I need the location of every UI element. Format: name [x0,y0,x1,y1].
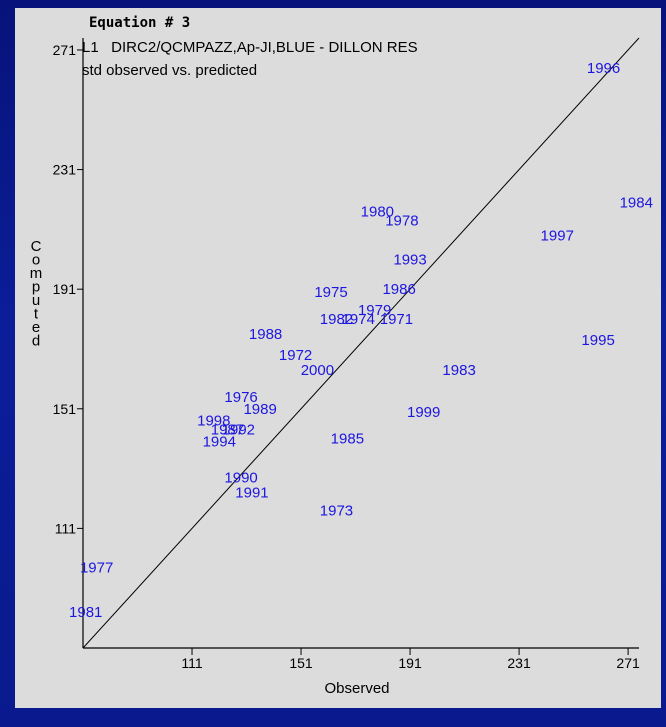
data-point-label: 1982 [320,311,353,328]
data-point-label: 1978 [385,212,418,229]
chart-title: Equation # 3 [89,15,190,31]
y-axis-label-letter: o [32,252,40,269]
y-axis-label-letter: m [30,265,43,282]
data-point-label: 1989 [243,401,276,418]
data-point-label: 1993 [393,251,426,268]
x-tick-label: 271 [616,655,640,671]
data-point-label: 1988 [249,326,282,343]
data-point-label: 2000 [301,362,334,379]
data-point-label: 1976 [224,389,257,406]
data-point-label: 1996 [587,60,620,77]
y-axis-label-letter: t [34,306,39,323]
y-tick-label: 231 [53,162,77,178]
data-point-label: 1990 [224,470,257,487]
y-tick-label: 151 [53,401,77,417]
chart-panel: Equation # 3 L1 DIRC2/QCMPAZZ,Ap-JI,BLUE… [15,8,661,708]
data-point-label: 1987 [211,422,244,439]
y-tick-label: 191 [53,281,77,297]
data-point-label: 1999 [407,404,440,421]
data-point-label: 1975 [314,284,347,301]
x-tick-label: 231 [507,655,531,671]
x-axis-label: Observed [324,680,389,697]
y-axis-label-letter: e [32,319,40,336]
data-point-label: 1972 [279,347,312,364]
scatter-chart: Equation # 3 L1 DIRC2/QCMPAZZ,Ap-JI,BLUE… [30,15,653,697]
data-point-label: 1985 [331,431,364,448]
data-point-label: 1991 [235,485,268,502]
data-point-label: 1973 [320,502,353,519]
data-point-label: 1983 [442,362,475,379]
y-tick-label: 111 [55,520,76,536]
data-point-label: 1980 [361,203,394,220]
y-axis-label-letter: d [32,333,40,350]
data-point-label: 1992 [222,422,255,439]
x-tick-label: 151 [289,655,313,671]
y-tick-label: 271 [53,42,77,58]
x-tick-label: 191 [398,655,422,671]
data-point-label: 1979 [358,302,391,319]
x-tick-label: 111 [181,655,202,671]
identity-reference-line [82,37,640,649]
chart-subtitle-series: L1 DIRC2/QCMPAZZ,Ap-JI,BLUE - DILLON RES [82,39,418,56]
data-point-label: 1994 [203,434,236,451]
y-axis-label-letter: p [32,279,40,296]
data-point-label: 1984 [620,194,653,211]
y-axis-label-letter: u [32,292,40,309]
data-point-label: 1981 [69,604,102,621]
data-point-label: 1995 [581,332,614,349]
data-point-label: 1971 [380,311,413,328]
data-point-label: 1986 [382,281,415,298]
chart-subtitle-description: std observed vs. predicted [82,62,257,79]
y-axis-label-letter: C [31,238,42,255]
data-point-label: 1997 [541,227,574,244]
data-point-label: 1998 [197,413,230,430]
data-point-label: 1974 [342,311,375,328]
data-point-label: 1977 [80,559,113,576]
axis-ticks: 111 151 191 231 271 111 151 191 231 271 [53,42,640,671]
